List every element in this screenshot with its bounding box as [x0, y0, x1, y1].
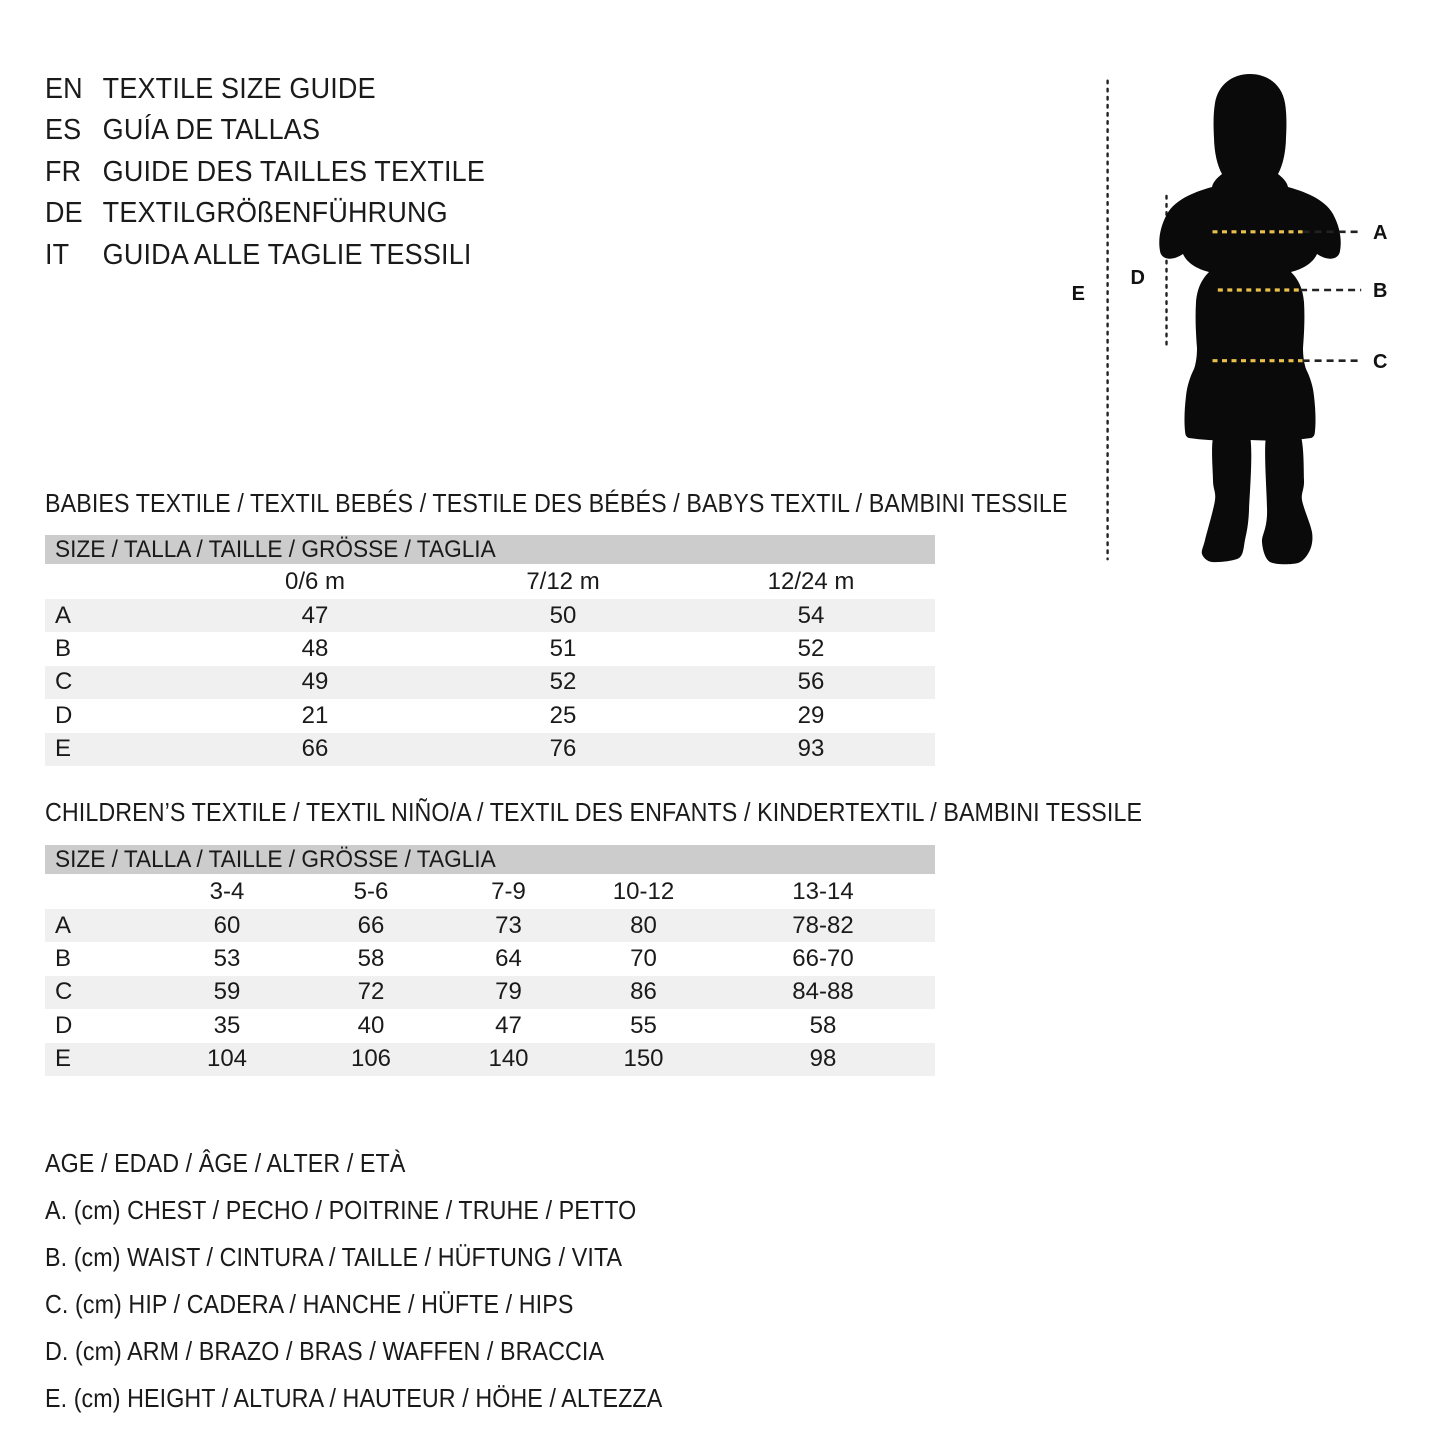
svg-text:B: B	[1373, 280, 1387, 302]
svg-text:C: C	[1373, 351, 1387, 373]
svg-text:D: D	[1131, 267, 1145, 289]
svg-text:A: A	[1373, 222, 1387, 244]
svg-text:E: E	[1072, 283, 1085, 305]
